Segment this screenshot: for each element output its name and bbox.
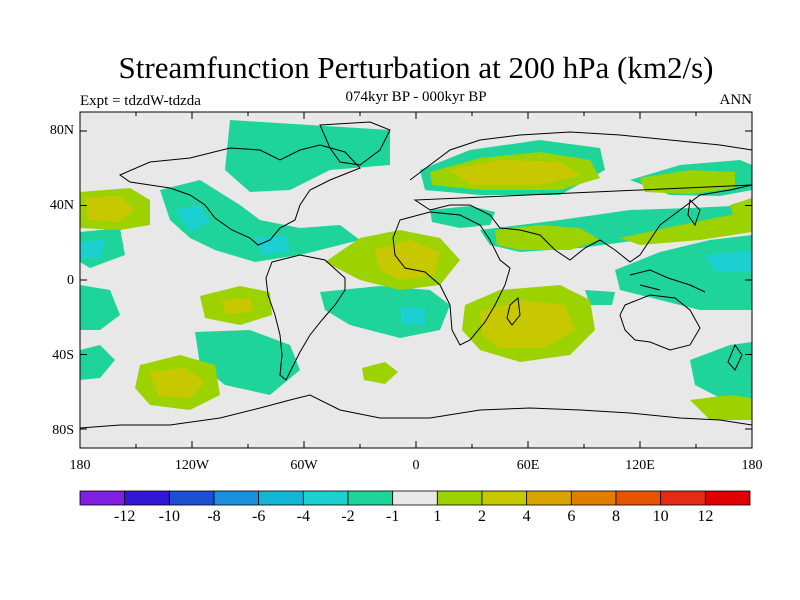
colorbar-label: -4: [296, 508, 310, 525]
colorbar-label: -8: [207, 508, 221, 525]
lon-label-120e: 120E: [625, 458, 655, 473]
coastline-madagascar: [506, 296, 521, 326]
lat-label-80s: 80S: [52, 423, 74, 438]
lon-label-180w: 180: [69, 458, 91, 473]
contour-negative-sw-pacific: [80, 345, 115, 380]
colorbar-label: 8: [612, 508, 620, 525]
contour-positive-south-pacific-west: [690, 395, 752, 420]
contour-negative-indian-small: [585, 290, 615, 305]
contour-positive-asia: [495, 225, 600, 250]
contour-positive-tropical-atlantic-core: [375, 240, 440, 280]
colorbar-swatch: [436, 490, 483, 506]
lat-label-80n: 80N: [49, 123, 74, 138]
colorbar-swatch: [302, 490, 349, 506]
colorbar-swatch: [615, 490, 662, 506]
contour-positive-north-pacific-core: [85, 196, 135, 222]
colorbar-swatch: [168, 490, 215, 506]
lon-label-0: 0: [412, 458, 420, 473]
colorbar-swatch: [570, 490, 617, 506]
contour-positive-south-atlantic-small: [362, 362, 398, 384]
coastline-japan: [687, 198, 701, 227]
experiment-label: Expt = tdzdW-tdzda: [80, 93, 201, 109]
colorbar-label: -10: [158, 508, 180, 525]
colorbar-swatch: [79, 490, 126, 506]
coastlines: [80, 121, 752, 429]
coastline-new-zealand: [727, 343, 743, 371]
colorbar-label: 12: [697, 508, 714, 525]
contour-negative-na: [160, 180, 360, 262]
colorbar-swatch: [258, 490, 304, 506]
coastline-south-america: [265, 254, 346, 381]
period-label: 074kyr BP - 000kyr BP: [345, 89, 487, 105]
lon-label-180e: 180: [741, 458, 763, 473]
colorbar-swatch: [704, 490, 751, 506]
colorbar-swatch: [526, 490, 572, 506]
contour-positive-eurasia-core: [450, 160, 580, 185]
colorbar-label: -6: [251, 508, 266, 525]
colorbar-swatch: [347, 490, 394, 506]
colorbar-label: 10: [652, 508, 669, 525]
season-label: ANN: [719, 92, 753, 108]
contour-negative-south-indian: [690, 342, 752, 400]
contour-negative-south-pacific: [195, 330, 300, 395]
contour-negative-west-pacific-core: [705, 250, 752, 272]
colorbar: [79, 490, 751, 506]
coastline-australia: [619, 294, 701, 351]
colorbar-label: 1: [433, 508, 442, 525]
plot-title: Streamfunction Perturbation at 200 hPa (…: [118, 50, 714, 85]
coastline-maritime: [629, 269, 706, 293]
lat-label-40n: 40N: [49, 198, 74, 213]
contour-negative-se-pacific: [80, 285, 120, 330]
contour-positive-se-pacific-core: [222, 298, 252, 314]
colorbar-label: -12: [113, 508, 136, 525]
lon-label-120w: 120W: [174, 458, 210, 473]
coastline-antarctica: [80, 394, 752, 429]
contour-negative-mediterranean: [430, 206, 495, 228]
contour-positive-north-pacific-east: [640, 170, 735, 194]
colorbar-swatch: [213, 490, 260, 506]
contour-positive-east-edge: [730, 198, 752, 225]
contour-negative-pacific-core: [80, 240, 105, 258]
contour-negative-na-core: [175, 205, 210, 232]
contour-negative-arctic-na: [225, 120, 390, 192]
colorbar-label: 6: [567, 508, 576, 525]
colorbar-swatch: [481, 490, 528, 506]
axis-ticks: [79, 112, 753, 448]
colorbar-swatch: [660, 490, 706, 506]
coastline-greenland: [319, 121, 391, 166]
colorbar-swatch: [392, 490, 438, 506]
contour-negative-south-atlantic: [320, 286, 450, 338]
contour-positive-south-africa-core: [480, 300, 575, 348]
contour-negative-mexico-core: [255, 235, 290, 255]
lat-label-0: 0: [67, 273, 74, 288]
coastline-africa: [392, 211, 511, 346]
contour-fields: [80, 120, 752, 420]
colorbar-swatch: [124, 490, 170, 506]
lon-label-60w: 60W: [290, 458, 318, 473]
lon-label-60e: 60E: [516, 458, 540, 473]
colorbar-label: -1: [385, 508, 400, 525]
colorbar-label: 4: [522, 508, 531, 525]
coastline-north-america: [118, 144, 361, 246]
colorbar-label: -2: [341, 508, 355, 525]
colorbar-label: 2: [478, 508, 486, 525]
contour-negative-south-atlantic-core: [400, 308, 425, 325]
lat-label-40s: 40S: [52, 348, 74, 363]
coastline-eurasia: [409, 131, 752, 263]
contour-positive-south-pacific-core: [150, 368, 205, 398]
